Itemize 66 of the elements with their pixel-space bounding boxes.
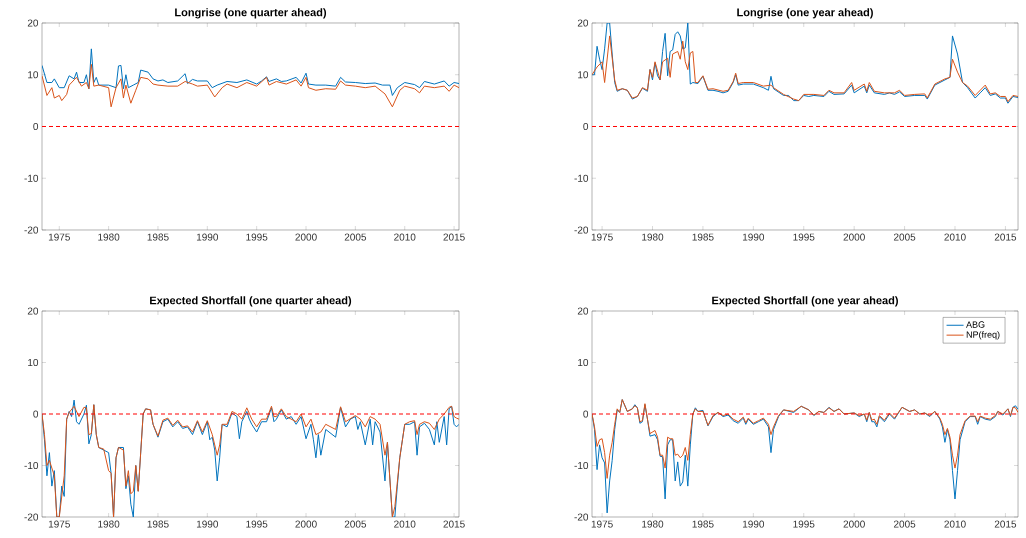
- x-tick-label: 1990: [196, 520, 219, 528]
- line-series: [42, 63, 459, 108]
- x-tick-label: 1985: [147, 233, 169, 241]
- x-tick-label: 2000: [843, 233, 865, 241]
- line-series: [42, 48, 459, 96]
- y-tick-label: 0: [583, 122, 589, 131]
- x-tick-label: 1980: [642, 233, 664, 241]
- y-tick-label: 20: [27, 307, 39, 315]
- x-tick-label: 2005: [344, 520, 367, 528]
- x-tick-label: 2015: [994, 233, 1017, 241]
- y-tick-label: 20: [577, 19, 589, 27]
- legend-label: ABG: [966, 321, 985, 328]
- y-tick-label: -10: [574, 174, 589, 182]
- line-series: [592, 399, 1019, 479]
- chart-title: Expected Shortfall (one year ahead): [712, 296, 898, 307]
- x-tick-label: 2010: [944, 520, 966, 528]
- x-tick-label: 2000: [843, 520, 865, 528]
- x-tick-label: 2000: [295, 520, 317, 528]
- y-tick-label: 10: [578, 71, 589, 79]
- x-tick-label: 1995: [793, 233, 815, 241]
- y-tick-label: -20: [574, 513, 589, 521]
- y-tick-label: -20: [24, 226, 39, 234]
- line-series: [592, 22, 1019, 104]
- x-tick-label: 1990: [742, 520, 765, 528]
- y-tick-label: -20: [574, 226, 589, 234]
- y-tick-label: 10: [578, 358, 589, 367]
- x-tick-label: 1980: [98, 520, 120, 528]
- y-tick-label: 0: [583, 410, 589, 418]
- x-tick-label: 2015: [994, 520, 1017, 528]
- x-tick-label: 2005: [893, 520, 916, 528]
- y-tick-label: 20: [577, 307, 589, 315]
- x-tick-label: 2015: [443, 520, 465, 528]
- x-tick-label: 1975: [591, 520, 613, 528]
- x-tick-label: 2005: [344, 233, 367, 241]
- x-tick-label: 1995: [246, 520, 268, 528]
- x-tick-label: 1985: [147, 520, 169, 528]
- chart-title: Longrise (one quarter ahead): [175, 8, 327, 19]
- x-tick-label: 2015: [443, 233, 465, 241]
- x-tick-label: 1995: [246, 233, 268, 241]
- y-tick-label: 10: [28, 71, 39, 79]
- x-tick-label: 2010: [944, 233, 966, 241]
- x-tick-label: 1985: [692, 233, 714, 241]
- y-tick-label: 0: [33, 122, 39, 131]
- y-tick-label: -10: [574, 461, 589, 470]
- x-tick-label: 1975: [48, 233, 70, 241]
- chart-title: Expected Shortfall (one quarter ahead): [150, 296, 352, 307]
- x-tick-label: 2010: [394, 520, 416, 528]
- y-tick-label: 10: [28, 358, 39, 367]
- y-tick-label: -10: [24, 461, 39, 470]
- x-tick-label: 1980: [642, 520, 664, 528]
- x-tick-label: 1975: [591, 233, 613, 241]
- x-tick-label: 1985: [692, 520, 714, 528]
- chart-title: Longrise (one year ahead): [737, 8, 873, 19]
- x-tick-label: 1980: [98, 233, 120, 241]
- y-tick-label: -10: [24, 174, 39, 182]
- x-tick-label: 1990: [196, 233, 219, 241]
- x-tick-label: 2010: [394, 233, 416, 241]
- y-tick-label: -20: [24, 513, 39, 521]
- y-tick-label: 0: [33, 410, 39, 418]
- x-tick-label: 2005: [893, 233, 916, 241]
- x-tick-label: 1975: [48, 520, 70, 528]
- legend-label: NP(freq): [966, 331, 1000, 340]
- x-tick-label: 1990: [742, 233, 765, 241]
- y-tick-label: 20: [27, 19, 39, 27]
- x-tick-label: 1995: [793, 520, 815, 528]
- x-tick-label: 2000: [295, 233, 317, 241]
